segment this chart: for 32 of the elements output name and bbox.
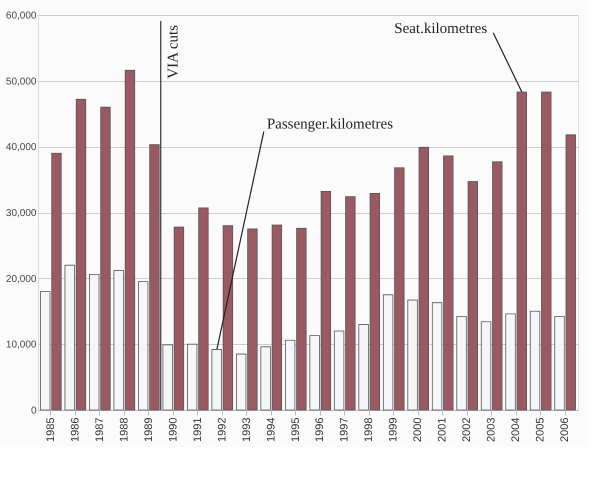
- x-tick-label: 1991: [192, 418, 204, 442]
- x-tick-label: 1998: [363, 418, 376, 442]
- text: Seat.kilometres: [394, 21, 488, 38]
- x-tick-label: 1987: [94, 418, 106, 442]
- y-tick-label: 20,000: [6, 274, 37, 285]
- x-tick-label: 1989: [142, 418, 155, 442]
- y-tick-label: 60,000: [6, 10, 37, 22]
- x-tick-label: 1988: [118, 418, 130, 442]
- x-tick-label: 2001: [436, 418, 449, 442]
- x-tick-label: 1996: [314, 418, 326, 442]
- y-tick-label: 30,000: [6, 208, 37, 219]
- y-tick-label: 40,000: [6, 142, 37, 154]
- x-tick-label: 1990: [167, 418, 180, 442]
- x-tick-label: 1986: [69, 418, 82, 442]
- x-tick-label: 1992: [216, 418, 228, 442]
- y-tick-label: 0: [30, 406, 37, 416]
- x-tick-label: 2000: [412, 418, 424, 442]
- y-tick-label: 50,000: [6, 76, 37, 88]
- x-tick-label: 2003: [486, 418, 498, 442]
- y-tick-label: 10,000: [6, 340, 37, 351]
- x-tick-label: 1994: [265, 418, 278, 442]
- x-tick-label: 1997: [338, 418, 351, 442]
- x-tick-label: 1995: [290, 418, 302, 442]
- x-tick-label: 2006: [559, 418, 572, 442]
- x-tick-label: 2002: [461, 418, 474, 442]
- x-tick-label: 1999: [388, 418, 400, 442]
- x-tick-label: 2004: [510, 418, 522, 442]
- x-tick-label: 1993: [240, 418, 253, 442]
- x-tick-label: 2005: [534, 418, 547, 442]
- text: Passenger.kilometres: [266, 116, 394, 133]
- ref-line-label: VIA cuts: [166, 24, 182, 79]
- x-tick-label: 1985: [44, 418, 57, 442]
